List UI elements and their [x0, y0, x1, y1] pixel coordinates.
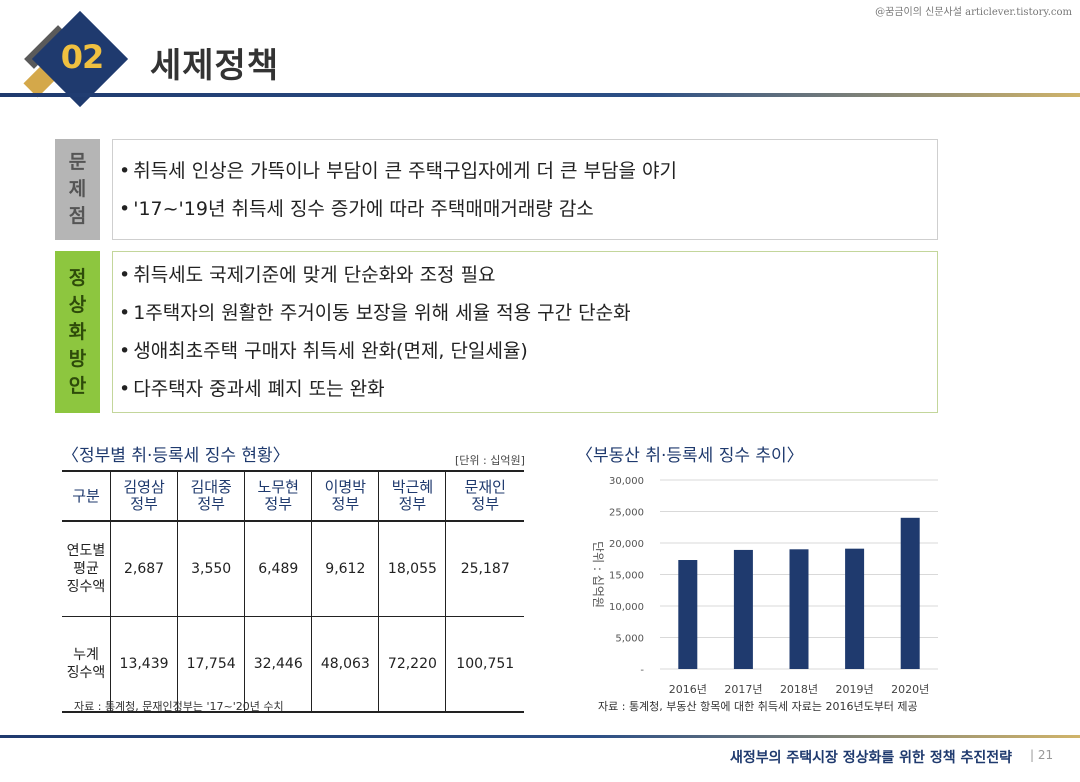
solution-label-char: 상	[68, 293, 87, 316]
problem-label-char: 문	[68, 151, 87, 173]
bar	[900, 517, 920, 669]
table-cell: 100,751	[445, 616, 524, 713]
table-header-cell: 이명박 정부	[311, 470, 379, 522]
table-cell: 32,446	[244, 616, 312, 713]
solution-label-char: 방	[68, 347, 87, 370]
footer-divider	[0, 735, 1080, 738]
government-tax-table: 구분 김영삼 정부 김대중 정부 노무현 정부 이명박 정부 박근혜 정부 문재인 정부 연…	[62, 470, 524, 713]
table-title: 〈정부별 취·등록세 징수 현황〉	[62, 446, 290, 466]
table-row-label: 누계 징수액	[62, 616, 111, 713]
problem-bullet: '17~'19년 취득세 징수 증가에 따라 주택매매거래량 감소	[119, 190, 937, 228]
x-tick-label: 2019년	[836, 683, 874, 696]
y-tick-label: 30,000	[609, 476, 644, 487]
table-unit: [단위 : 십억원]	[455, 454, 525, 467]
y-tick-label: 25,000	[609, 508, 644, 519]
problem-label-char: 점	[68, 205, 87, 227]
y-tick-label: 20,000	[609, 539, 644, 550]
chart-source: 자료 : 통계청, 부동산 항목에 대한 취득세 자료는 2016년도부터 제공	[598, 700, 918, 713]
bar	[733, 549, 753, 669]
table-cell: 17,754	[177, 616, 245, 713]
page-number: | 21	[1030, 748, 1054, 762]
x-tick-label: 2018년	[780, 683, 818, 696]
table-cell: 9,612	[311, 521, 379, 617]
table-cell: 13,439	[109, 616, 178, 713]
y-axis-label: 단위 : 십억원	[591, 541, 605, 608]
solution-bullet: 생애최초주택 구매자 취득세 완화(면제, 단일세율)	[119, 332, 937, 370]
table-header-cell: 구분	[62, 470, 111, 522]
bar	[789, 549, 809, 669]
table-cell: 25,187	[445, 521, 524, 617]
solution-label: 정 상 화 방 안	[55, 251, 100, 413]
solution-bullet: 취득세도 국제기준에 맞게 단순화와 조정 필요	[119, 256, 937, 294]
y-tick-label: -	[640, 665, 644, 676]
bar	[845, 548, 865, 669]
solution-bullet: 다주택자 중과세 폐지 또는 완화	[119, 370, 937, 408]
table-cell: 2,687	[109, 521, 178, 617]
footer-title: 새정부의 주택시장 정상화를 위한 정책 추진전략	[730, 750, 1012, 766]
x-tick-label: 2017년	[724, 683, 762, 696]
problem-label: 문 제 점	[55, 139, 100, 240]
table-cell: 6,489	[244, 521, 312, 617]
solution-bullet: 1주택자의 원활한 주거이동 보장을 위해 세율 적용 구간 단순화	[119, 294, 937, 332]
table-cell: 18,055	[378, 521, 446, 617]
y-tick-label: 5,000	[615, 634, 644, 645]
table-header-cell: 김대중 정부	[177, 470, 245, 522]
table-header-cell: 문재인 정부	[445, 470, 524, 522]
bar	[678, 560, 698, 669]
table-cell: 48,063	[311, 616, 379, 713]
table-source: 자료 : 통계청, 문재인정부는 '17~'20년 수치	[74, 700, 284, 713]
y-tick-label: 15,000	[609, 571, 644, 582]
page-title: 세제정책	[150, 46, 280, 86]
table-cell: 72,220	[378, 616, 446, 713]
watermark: @꿈금이의 신문사설 articlever.tistory.com	[875, 7, 1072, 18]
problem-bullet: 취득세 인상은 가뜩이나 부담이 큰 주택구입자에게 더 큰 부담을 야기	[119, 152, 937, 190]
table-header-cell: 박근혜 정부	[378, 470, 446, 522]
problem-content: 취득세 인상은 가뜩이나 부담이 큰 주택구입자에게 더 큰 부담을 야기 '1…	[112, 139, 938, 240]
table-row: 연도별 평균 징수액 2,687 3,550 6,489 9,612 18,055 …	[62, 521, 524, 617]
header-divider	[0, 93, 1080, 97]
chart-title: 〈부동산 취·등록세 징수 추이〉	[576, 446, 804, 466]
table-header-row: 구분 김영삼 정부 김대중 정부 노무현 정부 이명박 정부 박근혜 정부 문재인 정부	[62, 470, 524, 522]
tax-trend-bar-chart: - 5,000 10,000 15,000 20,000 25,000 30,000 단위 :…	[591, 476, 938, 696]
table-row: 누계 징수액 13,439 17,754 32,446 48,063 72,220…	[62, 616, 524, 713]
solution-label-char: 안	[68, 374, 87, 397]
solution-label-char: 화	[68, 320, 87, 343]
solution-label-char: 정	[68, 266, 87, 289]
section-number: 02	[60, 38, 105, 76]
y-tick-label: 10,000	[609, 602, 644, 613]
table-header-cell: 노무현 정부	[244, 470, 312, 522]
solution-content: 취득세도 국제기준에 맞게 단순화와 조정 필요 1주택자의 원활한 주거이동 …	[112, 251, 938, 413]
x-tick-label: 2020년	[891, 683, 929, 696]
problem-label-char: 제	[68, 178, 87, 200]
table-header-cell: 김영삼 정부	[109, 470, 178, 522]
x-tick-label: 2016년	[669, 683, 707, 696]
table-row-label: 연도별 평균 징수액	[62, 521, 111, 617]
table-cell: 3,550	[177, 521, 245, 617]
